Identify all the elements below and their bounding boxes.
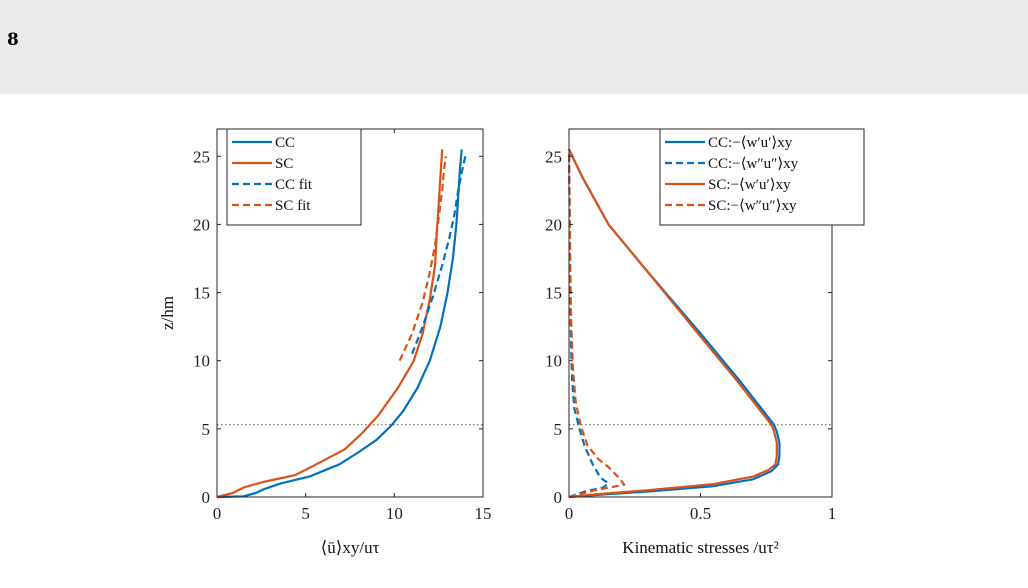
series-line-3 <box>411 156 467 355</box>
y-tick-label: 25 <box>545 147 562 166</box>
series-line-4 <box>398 156 447 362</box>
page-number: 8 <box>7 30 19 50</box>
y-tick-label: 10 <box>545 352 562 371</box>
legend-box <box>659 128 865 226</box>
legend-box <box>226 128 362 226</box>
legend-label: SC <box>275 156 293 172</box>
series-line-3 <box>568 148 778 499</box>
legend-label: SC fit <box>275 198 311 214</box>
page-header: 8 <box>0 0 1028 94</box>
x-axis-label: ⟨ū⟩xy/uτ <box>321 538 380 557</box>
y-axis-label: z/hm <box>158 296 177 330</box>
x-tick-label: 0.5 <box>690 504 711 523</box>
x-tick-label: 0 <box>213 504 222 523</box>
legend-label: SC:−⟨w″u″⟩xy <box>708 198 797 214</box>
y-tick-label: 5 <box>554 420 563 439</box>
legend: CC SC CC fit SC fit <box>226 128 362 226</box>
legend-label: CC fit <box>275 177 313 193</box>
y-tick-label: 20 <box>193 215 210 234</box>
panel-1: 0 5 10 15 0 5 10 15 20 25 ⟨ū⟩xy/uτ z/hm CC SC CC fit SC… <box>158 128 492 557</box>
y-tick-label: 0 <box>202 488 211 507</box>
legend-label: CC:−⟨w′u′⟩xy <box>708 135 793 151</box>
series-line-2 <box>216 149 444 499</box>
x-tick-label: 1 <box>828 504 837 523</box>
x-tick-label: 15 <box>475 504 492 523</box>
legend-label: CC <box>275 135 295 151</box>
legend-label: CC:−⟨w″u″⟩xy <box>708 156 799 172</box>
x-tick-label: 0 <box>565 504 574 523</box>
x-tick-label: 5 <box>301 504 310 523</box>
y-tick-label: 10 <box>193 352 210 371</box>
series-line-4 <box>567 149 626 499</box>
y-tick-label: 20 <box>545 215 562 234</box>
y-tick-label: 15 <box>545 284 562 303</box>
legend-label: SC:−⟨w′u′⟩xy <box>708 177 791 193</box>
x-tick-label: 10 <box>386 504 403 523</box>
x-axis-label: Kinematic stresses /uτ² <box>622 538 778 557</box>
y-tick-label: 5 <box>202 420 211 439</box>
series-line-2 <box>567 149 610 499</box>
y-tick-label: 15 <box>193 284 210 303</box>
y-tick-label: 0 <box>554 488 563 507</box>
y-tick-label: 25 <box>193 147 210 166</box>
legend: CC:−⟨w′u′⟩xy CC:−⟨w″u″⟩xy SC:−⟨w′u′⟩xy SC:−… <box>659 128 865 226</box>
series-line-1 <box>216 149 463 499</box>
